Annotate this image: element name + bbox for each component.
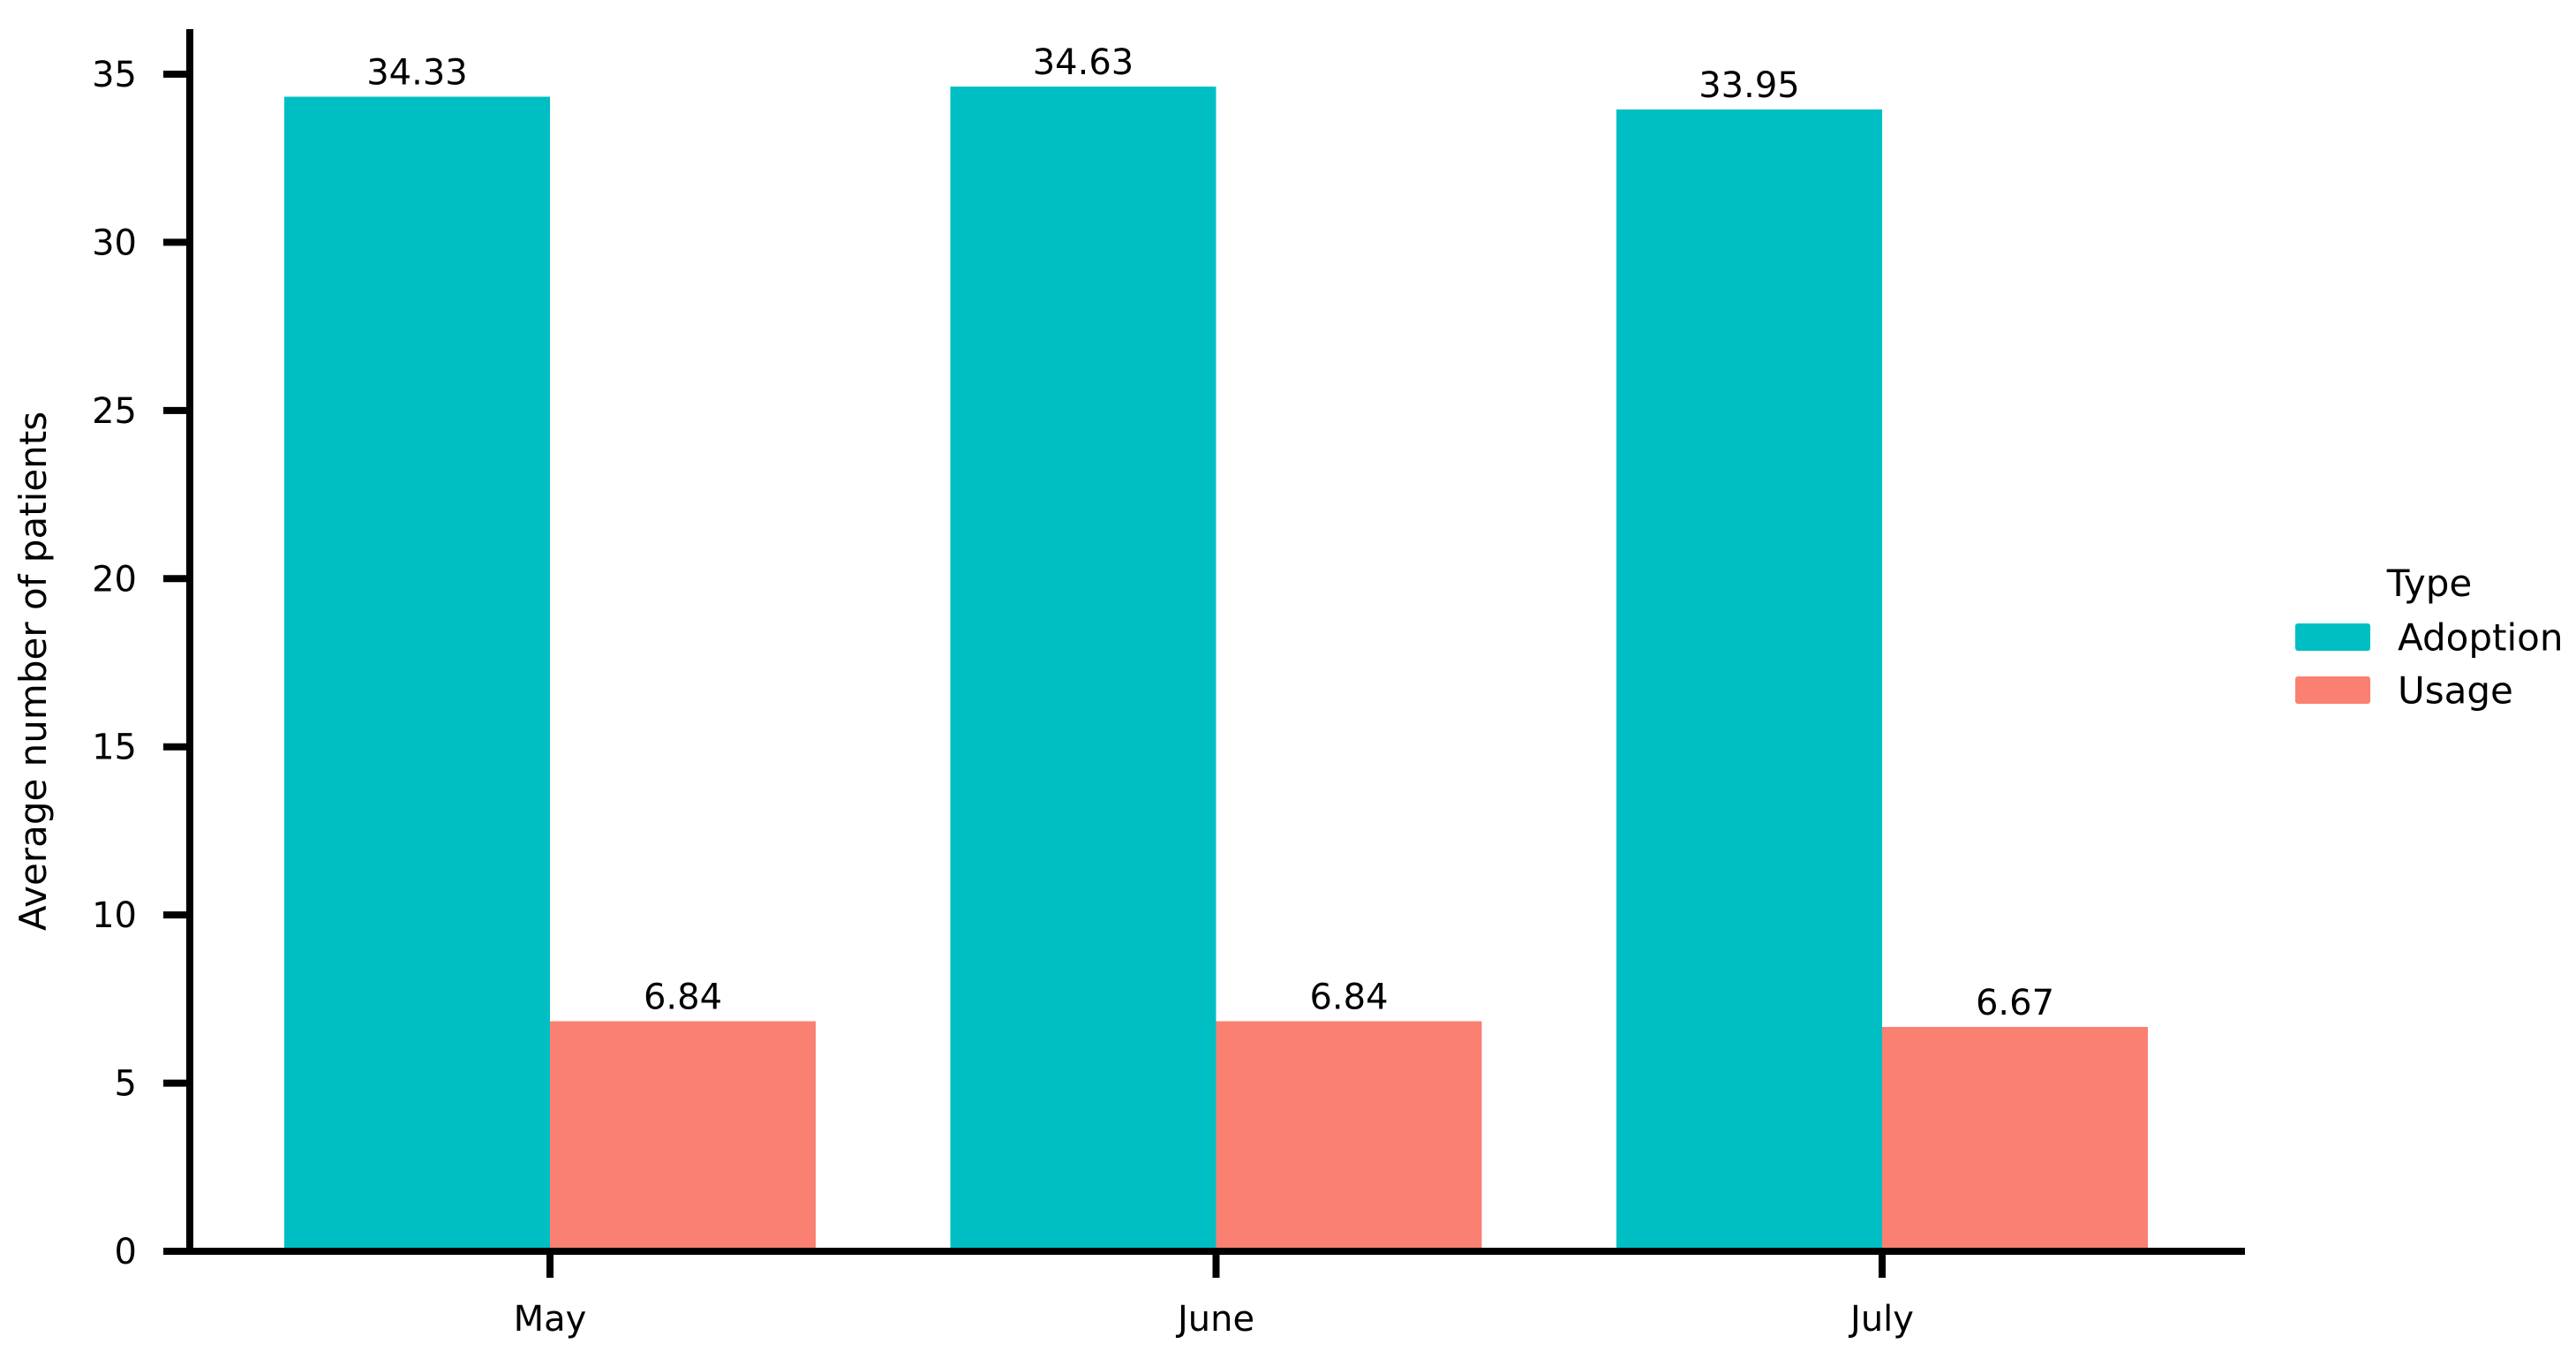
y-tick-label-20: 20 [92, 559, 137, 600]
x-tick-label-may: May [514, 1299, 587, 1340]
bar-adoption-june [950, 87, 1216, 1252]
x-tick-label-july: July [1848, 1299, 1914, 1340]
y-tick-label-25: 25 [92, 391, 137, 432]
bar-adoption-july [1616, 109, 1882, 1252]
y-tick-label-15: 15 [92, 728, 137, 768]
legend-label-adoption: Adoption [2398, 616, 2563, 660]
bar-usage-july [1882, 1026, 2148, 1251]
legend-swatch-adoption [2295, 623, 2370, 651]
y-tick-label-35: 35 [92, 55, 137, 95]
bar-usage-june [1216, 1021, 1482, 1251]
value-label-usage-july: 6.67 [1976, 983, 2054, 1023]
value-label-usage-june: 6.84 [1309, 977, 1388, 1017]
y-tick-label-0: 0 [115, 1232, 137, 1272]
bar-adoption-may [284, 96, 550, 1251]
legend-title: Type [2386, 562, 2472, 605]
y-tick-label-10: 10 [92, 895, 137, 936]
bar-usage-may [550, 1021, 816, 1251]
x-tick-label-june: June [1175, 1299, 1254, 1340]
y-tick-label-5: 5 [115, 1064, 137, 1105]
value-label-adoption-july: 33.95 [1699, 65, 1800, 106]
y-tick-label-30: 30 [92, 223, 137, 263]
legend-swatch-usage [2295, 676, 2370, 704]
value-label-adoption-june: 34.63 [1033, 42, 1134, 83]
y-axis-title: Average number of patients [11, 411, 55, 931]
value-label-usage-may: 6.84 [644, 977, 722, 1017]
legend-label-usage: Usage [2398, 669, 2513, 713]
value-label-adoption-may: 34.33 [366, 53, 468, 94]
